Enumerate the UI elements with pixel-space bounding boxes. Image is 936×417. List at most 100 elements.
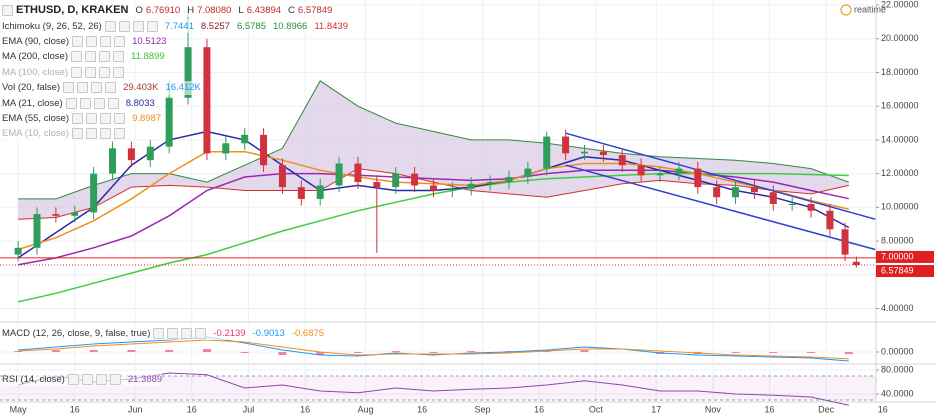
ohlc-label: H — [187, 4, 195, 16]
candle-body — [486, 182, 494, 184]
indicator-button[interactable] — [99, 66, 110, 78]
indicator-button[interactable] — [95, 373, 107, 385]
indicator-button[interactable] — [100, 35, 112, 47]
candle-body — [71, 212, 79, 216]
indicator-name: MACD (12, 26, close, 9, false, true) — [2, 327, 151, 339]
candle-body — [841, 229, 849, 255]
indicator-button[interactable] — [132, 20, 144, 32]
y-tick-label: 16.00000 — [881, 101, 919, 111]
histogram-bar — [467, 351, 476, 352]
candle-body — [373, 182, 381, 188]
indicator-value: 8.5257 — [200, 20, 230, 32]
indicator-button[interactable] — [72, 35, 84, 47]
histogram-bar — [504, 351, 513, 352]
indicator-line — [17, 169, 849, 266]
histogram-bar — [807, 352, 816, 353]
candle-body — [618, 155, 626, 166]
candle-body — [524, 168, 532, 178]
indicator-button[interactable] — [71, 66, 82, 78]
indicator-button[interactable] — [85, 66, 96, 78]
indicator-button[interactable] — [79, 97, 91, 109]
indicator-button[interactable] — [65, 97, 77, 109]
histogram-bar — [353, 352, 362, 353]
histogram-bar — [51, 350, 60, 352]
histogram-bar — [580, 350, 589, 352]
indicator-button[interactable] — [91, 82, 103, 94]
indicator-button[interactable] — [153, 327, 165, 339]
axis-panel — [876, 0, 936, 417]
x-tick-label: Nov — [705, 404, 722, 414]
indicator-button[interactable] — [109, 373, 121, 385]
indicator-button[interactable] — [118, 20, 130, 32]
indicator-button[interactable] — [113, 51, 124, 63]
indicator-button[interactable] — [67, 373, 79, 385]
indicator-button[interactable] — [107, 97, 119, 109]
indicator-button[interactable] — [63, 82, 75, 94]
indicator-button[interactable] — [114, 128, 126, 140]
y-tick-label: 10.00000 — [881, 202, 919, 212]
indicator-button[interactable] — [100, 112, 112, 124]
legend-row: Vol (20, false) 29.403K 16.412K — [2, 80, 201, 95]
indicator-button[interactable] — [86, 35, 98, 47]
candle-body — [335, 163, 343, 186]
indicator-button[interactable] — [146, 20, 158, 32]
legend-row: EMA (55, close) 9.8987 — [2, 111, 162, 126]
candle-body — [505, 177, 513, 183]
indicator-button[interactable] — [71, 51, 82, 63]
candle-body — [278, 165, 286, 188]
indicator-button[interactable] — [114, 112, 126, 124]
candle-body — [392, 173, 400, 188]
histogram-bar — [391, 351, 400, 352]
indicator-button[interactable] — [105, 82, 117, 94]
indicator-button[interactable] — [93, 97, 105, 109]
indicator-name: EMA (10, close) — [2, 128, 70, 140]
indicator-name: EMA (90, close) — [2, 35, 70, 47]
legend-row: EMA (90, close) 10.5123 — [2, 34, 167, 49]
candle-body — [581, 151, 589, 154]
indicator-button[interactable] — [77, 82, 89, 94]
indicator-button[interactable] — [72, 112, 84, 124]
indicator-button[interactable] — [81, 373, 93, 385]
candle-body — [852, 261, 860, 266]
indicator-name: Ichimoku (9, 26, 52, 26) — [2, 20, 102, 32]
x-tick-label: 16 — [300, 404, 310, 414]
indicator-button[interactable] — [195, 327, 207, 339]
x-tick-label: Jun — [128, 404, 143, 414]
indicator-button[interactable] — [104, 20, 116, 32]
candle-body — [316, 185, 324, 199]
indicator-button[interactable] — [114, 35, 126, 47]
indicator-button[interactable] — [167, 327, 179, 339]
indicator-button[interactable] — [85, 51, 96, 63]
x-tick-label: Sep — [475, 404, 491, 414]
indicator-button[interactable] — [99, 51, 110, 63]
candle-body — [788, 203, 796, 205]
x-tick-label: May — [10, 404, 28, 414]
indicator-button[interactable] — [86, 128, 98, 140]
candle-body — [222, 143, 230, 154]
trend-line — [565, 132, 876, 220]
x-tick-label: 16 — [534, 404, 544, 414]
indicator-button[interactable] — [100, 128, 112, 140]
indicator-button[interactable] — [113, 66, 124, 78]
indicator-button[interactable] — [72, 128, 84, 140]
indicator-value: 10.8966 — [273, 20, 308, 32]
candle-body — [448, 188, 456, 191]
histogram-bar — [202, 349, 211, 352]
candle-body — [807, 203, 815, 211]
x-tick-label: Dec — [818, 404, 835, 414]
indicator-value: 29.403K — [123, 82, 159, 94]
x-tick-label: Aug — [357, 404, 373, 414]
x-tick-label: Oct — [589, 404, 604, 414]
indicator-button[interactable] — [86, 112, 98, 124]
indicator-value: 10.5123 — [132, 35, 167, 47]
chart-title: ETHUSD, D, KRAKEN — [16, 4, 129, 16]
y-tick-label: 22.00000 — [881, 0, 919, 9]
candle-body — [146, 146, 154, 161]
price-tag-label: 7.00000 — [881, 251, 914, 261]
legend-row: MACD (12, 26, close, 9, false, true) -0.2… — [2, 326, 325, 340]
candle-body — [694, 168, 702, 188]
indicator-button[interactable] — [181, 327, 193, 339]
symbol-icon[interactable] — [2, 4, 13, 16]
indicator-value: 11.8439 — [314, 20, 348, 32]
